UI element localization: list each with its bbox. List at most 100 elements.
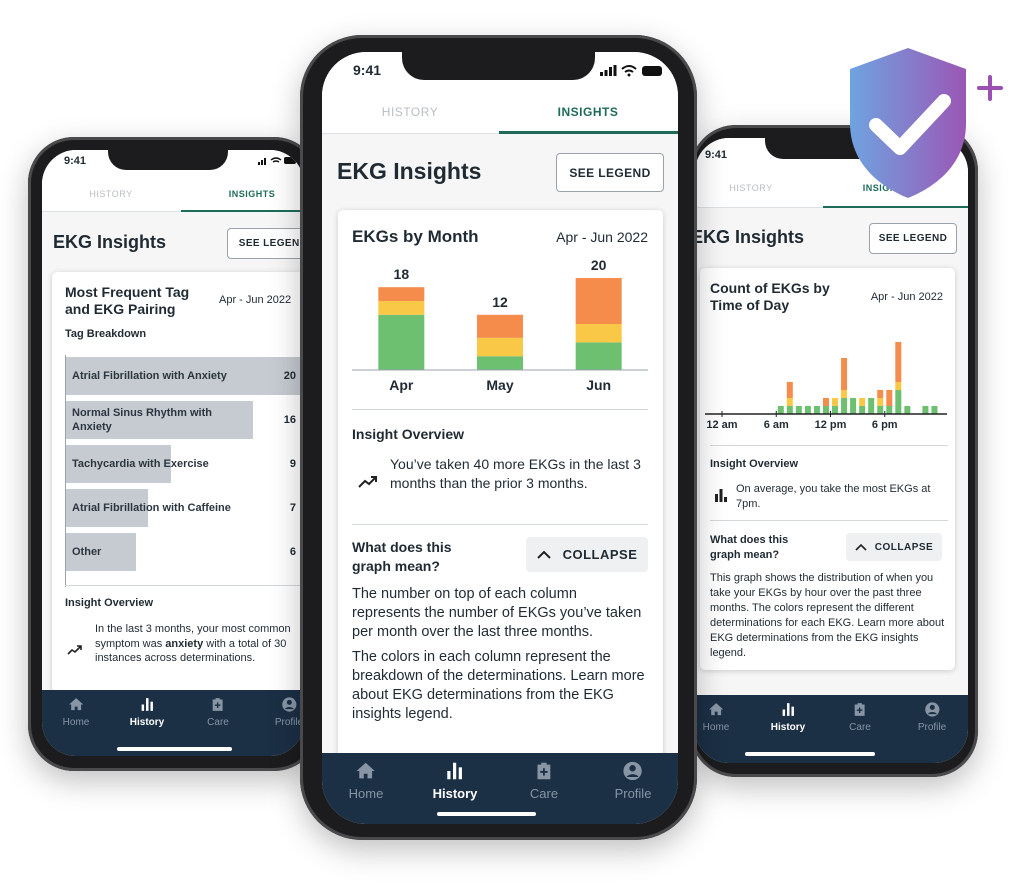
bar-segment [378, 301, 425, 315]
nav-label: History [770, 722, 806, 733]
bar-segment [575, 342, 622, 370]
section-title: Insight Overview [710, 458, 799, 470]
bar-segment [841, 358, 848, 390]
date-range: Apr - Jun 2022 [219, 294, 292, 306]
legend-button[interactable]: SEE LEGEND [227, 228, 304, 259]
text: In the last 3 months, your most common s… [95, 623, 291, 650]
nav-item[interactable]: Care [207, 696, 229, 728]
nav-label: Profile [917, 722, 947, 733]
text: with a total of 30 instances across dete… [95, 637, 287, 665]
nav-item[interactable]: Care [849, 701, 871, 733]
x-tick-label: Jun [586, 377, 611, 393]
bottom-nav: Home History Care Profile [322, 753, 678, 824]
nav-item[interactable]: Home [349, 760, 383, 801]
total-label: 12 [492, 294, 508, 310]
bar-segment [904, 406, 911, 414]
x-tick-label: 12 am [706, 419, 737, 431]
tab-indicator [181, 210, 304, 212]
button-label: COLLAPSE [874, 541, 934, 553]
collapse-button[interactable]: COLLAPSE [526, 537, 648, 572]
divider [65, 585, 304, 586]
notch [402, 52, 595, 80]
status-time: 9:41 [353, 62, 382, 78]
card-title: EKGs by Month [352, 227, 479, 246]
bar-label: Normal Sinus Rhythm with Anxiety [72, 407, 212, 433]
explainer-text: The number on top of each column represe… [352, 585, 648, 724]
tag-chart: Atrial Fibrillation with Anxiety 20 Normal… [65, 355, 304, 587]
phone-screen: 9:41 HISTORY INSIGHTS EKG Insights SEE L… [42, 150, 304, 756]
nav-label: Care [849, 722, 871, 733]
bar [66, 445, 172, 483]
status-time: 9:41 [705, 149, 728, 161]
overview-text: On average, you take the most EKGs at 7p… [736, 483, 931, 510]
bar-segment [877, 398, 884, 406]
bar-segment [877, 390, 884, 398]
bar-value: 6 [289, 546, 296, 558]
card-subtitle: Tag Breakdown [65, 328, 147, 340]
trend-icon [67, 645, 82, 655]
tab[interactable]: INSIGHTS [862, 183, 910, 193]
overview-text: In the last 3 months, your most common s… [95, 622, 300, 666]
legend-button[interactable]: SEE LEGEND [869, 223, 957, 254]
home-indicator [117, 747, 232, 751]
nav-icon [924, 702, 940, 717]
tab[interactable]: HISTORY [381, 105, 439, 119]
bars-icon [715, 489, 727, 502]
tab[interactable]: INSIGHTS [557, 105, 619, 119]
tab[interactable]: HISTORY [729, 183, 773, 193]
nav-item[interactable]: Home [702, 701, 730, 733]
bar-row: Atrial Fibrillation with Anxiety 20 [66, 357, 304, 395]
bar-segment [895, 390, 902, 414]
bar-segment [886, 390, 893, 406]
divider [352, 524, 648, 525]
bar-segment [895, 342, 902, 382]
nav-icon [213, 698, 223, 711]
bar-row: Atrial Fibrillation with Caffeine 7 [66, 489, 304, 527]
bar-segment [795, 406, 802, 414]
paragraph: The number on top of each column represe… [352, 586, 642, 640]
nav-label: Home [702, 722, 730, 733]
bottom-nav: Home History Care Profile [42, 690, 304, 756]
hourly-chart: 12 am 6 am 12 pm 6 pm [705, 342, 947, 431]
bottom-nav: Home History Care Profile [695, 695, 968, 763]
nav-item[interactable]: Profile [918, 701, 946, 733]
bar-segment [477, 356, 523, 370]
bar-label: Tachycardia with Exercise [72, 458, 209, 470]
date-range: Apr - Jun 2022 [870, 291, 943, 303]
tab[interactable]: INSIGHTS [228, 189, 276, 199]
bar-segment [378, 287, 425, 301]
section-title: What does this graph mean? [710, 534, 789, 561]
nav-item[interactable]: Profile [614, 760, 652, 801]
x-tick-label: 6 pm [872, 419, 898, 431]
nav-item[interactable]: Home [62, 696, 90, 728]
nav-icon [68, 698, 84, 711]
bar-label: Atrial Fibrillation with Anxiety [72, 370, 227, 382]
bar-segment [822, 398, 829, 406]
bar [66, 357, 300, 395]
nav-label: Care [529, 786, 559, 801]
nav-item[interactable]: History [771, 701, 805, 733]
collapse-button[interactable]: COLLAPSE [846, 533, 942, 561]
section-title: Insight Overview [65, 597, 154, 609]
nav-item[interactable]: History [130, 696, 164, 728]
nav-label: Care [207, 717, 229, 728]
x-tick-label: Apr [389, 377, 414, 393]
tab-divider [42, 211, 304, 212]
bar-value: 16 [283, 414, 296, 426]
legend-button[interactable]: SEE LEGEND [556, 153, 664, 192]
button-label: COLLAPSE [562, 547, 638, 562]
paragraph: The colors in each column represent the … [352, 649, 645, 722]
bar-segment [931, 406, 938, 414]
nav-item[interactable]: Care [530, 760, 558, 801]
divider [352, 409, 648, 410]
nav-item[interactable]: Profile [275, 696, 303, 728]
bar-segment [786, 398, 793, 406]
bar-label: Other [72, 546, 102, 558]
tab[interactable]: HISTORY [89, 189, 133, 199]
nav-item[interactable]: History [433, 760, 477, 801]
nav-label: Home [62, 717, 90, 728]
shield-badge [850, 48, 1003, 198]
chevron-icon [536, 550, 551, 559]
nav-label: Profile [614, 786, 652, 801]
monthly-chart: 18 Apr 12 May 20 Jun [352, 257, 648, 393]
